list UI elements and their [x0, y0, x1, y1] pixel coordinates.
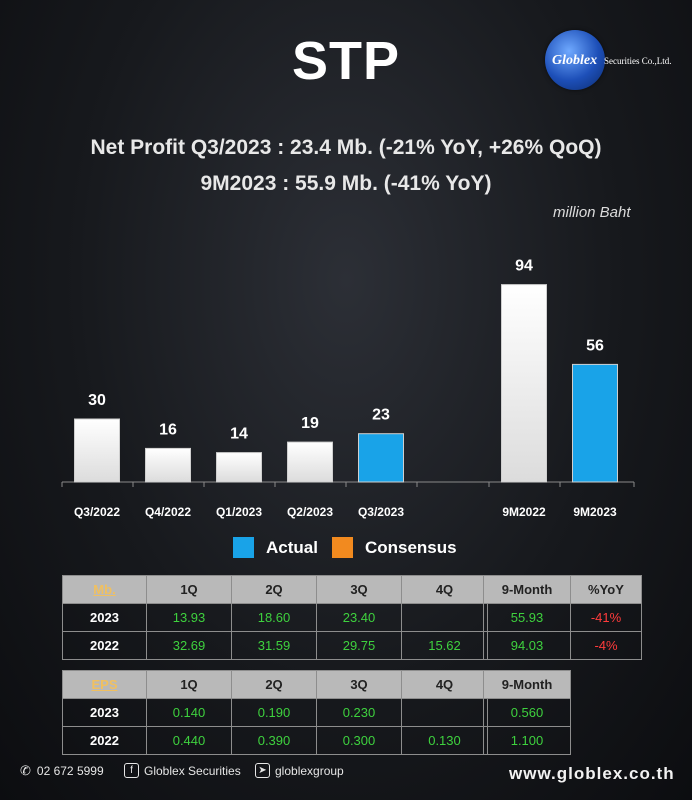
x-category-label: Q3/2023: [358, 505, 404, 519]
footer-phone-text: 02 672 5999: [36, 764, 104, 778]
table-cell-year: 2022: [62, 631, 147, 660]
bar-value-label: 30: [88, 392, 106, 409]
table-cell-year: 2023: [62, 603, 147, 632]
x-category-label: Q1/2023: [216, 505, 262, 519]
table-cell-year: 2023: [62, 698, 147, 727]
bar-q4-2022: [145, 447, 191, 483]
table-cell: 0.130: [401, 726, 488, 755]
eps-table: EPS 1Q 2Q 3Q 4Q 2023 0.140 0.190 0.230 2…: [62, 670, 488, 755]
x-category-label: 9M2023: [573, 505, 617, 519]
x-category-label: Q4/2022: [145, 505, 191, 519]
table-cell-yoy: -41%: [570, 603, 642, 632]
table-cell: 15.62: [401, 631, 488, 660]
footer-telegram-text: globlexgroup: [275, 763, 344, 778]
phone-icon: ✆: [20, 763, 31, 778]
chart-legend: Actual Consensus: [233, 537, 457, 558]
bar-q1-2023: [216, 452, 262, 483]
footer-website-link[interactable]: www.globlex.co.th: [509, 764, 675, 783]
table-header-4q: 4Q: [401, 575, 488, 604]
bar-9m2022: [501, 284, 547, 483]
table-cell: 32.69: [146, 631, 232, 660]
bar-value-label: 14: [230, 426, 248, 443]
table-cell: 31.59: [231, 631, 317, 660]
table-header-2q: 2Q: [231, 670, 317, 699]
table-header-9month: 9-Month: [483, 575, 571, 604]
table-cell: 0.560: [483, 698, 571, 727]
eps-9m-table: 9-Month 0.560 1.100: [483, 670, 571, 755]
table-header-9month: 9-Month: [483, 670, 571, 699]
bar-q3-2023: [358, 433, 404, 483]
footer-telegram[interactable]: ➤ globlexgroup: [255, 763, 344, 778]
table-header-4q: 4Q: [401, 670, 488, 699]
headline-9m: 9M2023 : 55.9 Mb. (-41% YoY): [200, 172, 492, 195]
table-row: 2022 0.440 0.390 0.300 0.130: [62, 726, 488, 755]
net-profit-bar-chart: 30 Q3/2022 16 Q4/2022 14 Q1/2023 19 Q2/2023 23 Q3…: [61, 258, 635, 519]
net-profit-table: Mb. 1Q 2Q 3Q 4Q 2023 13.93 18.60 23.40 2…: [62, 575, 488, 660]
footer-facebook[interactable]: f Globlex Securities: [124, 763, 241, 778]
table-cell: 13.93: [146, 603, 232, 632]
table-row: 2022 32.69 31.59 29.75 15.62: [62, 631, 488, 660]
unit-label: million Baht: [553, 204, 631, 221]
table-cell: [401, 698, 488, 727]
bar-q3-2022: [74, 418, 120, 483]
table-cell: 55.93: [483, 603, 571, 632]
bar-9m2023: [572, 363, 618, 483]
table-cell: 1.100: [483, 726, 571, 755]
table-cell: 0.440: [146, 726, 232, 755]
bar-value-label: 56: [586, 337, 604, 354]
table-cell: 0.390: [231, 726, 317, 755]
table-cell: 94.03: [483, 631, 571, 660]
table-row: 1.100: [483, 726, 571, 755]
page-title: STP: [291, 31, 401, 91]
footer-facebook-text: Globlex Securities: [144, 763, 241, 778]
table-row: 2023 13.93 18.60 23.40: [62, 603, 488, 632]
table-header-2q: 2Q: [231, 575, 317, 604]
bar-value-label: 94: [515, 258, 533, 275]
table-cell: 29.75: [316, 631, 402, 660]
table-row: 0.560: [483, 698, 571, 727]
table-cell: 0.140: [146, 698, 232, 727]
bar-q2-2023: [287, 441, 333, 483]
table-row: 94.03 -4%: [483, 631, 642, 660]
footer-phone: ✆ 02 672 5999: [20, 763, 104, 779]
table-header-3q: 3Q: [316, 575, 402, 604]
net-profit-9m-table: 9-Month %YoY 55.93 -41% 94.03 -4%: [483, 575, 642, 660]
table-cell: 0.230: [316, 698, 402, 727]
table-cell-yoy: -4%: [570, 631, 642, 660]
table-header-3q: 3Q: [316, 670, 402, 699]
bar-value-label: 16: [159, 421, 177, 438]
headline-net-profit: Net Profit Q3/2023 : 23.4 Mb. (-21% YoY,…: [90, 136, 602, 159]
table-header-1q: 1Q: [146, 670, 232, 699]
bar-value-label: 19: [301, 415, 319, 432]
table-cell: 18.60: [231, 603, 317, 632]
x-category-label: Q3/2022: [74, 505, 120, 519]
table-cell: 0.300: [316, 726, 402, 755]
legend-label-consensus: Consensus: [364, 537, 457, 557]
table-header-unit: Mb.: [62, 575, 147, 604]
table-cell-year: 2022: [62, 726, 147, 755]
logo-brand-name: Globlex: [552, 53, 598, 68]
table-cell: 0.190: [231, 698, 317, 727]
table-header-1q: 1Q: [146, 575, 232, 604]
legend-label-actual: Actual: [266, 537, 318, 557]
globlex-logo-icon: [545, 30, 605, 90]
telegram-icon: ➤: [255, 763, 270, 778]
legend-swatch-consensus: [331, 537, 353, 558]
table-row: 55.93 -41%: [483, 603, 642, 632]
table-cell: [401, 603, 488, 632]
table-header-yoy: %YoY: [570, 575, 642, 604]
bar-value-label: 23: [372, 407, 390, 424]
table-cell: 23.40: [316, 603, 402, 632]
x-category-label: 9M2022: [502, 505, 546, 519]
logo-brand-sub: Securities Co.,Ltd.: [604, 56, 672, 66]
facebook-icon: f: [124, 763, 139, 778]
table-row: 2023 0.140 0.190 0.230: [62, 698, 488, 727]
legend-swatch-actual: [233, 537, 254, 558]
x-category-label: Q2/2023: [287, 505, 333, 519]
table-header-eps: EPS: [62, 670, 147, 699]
